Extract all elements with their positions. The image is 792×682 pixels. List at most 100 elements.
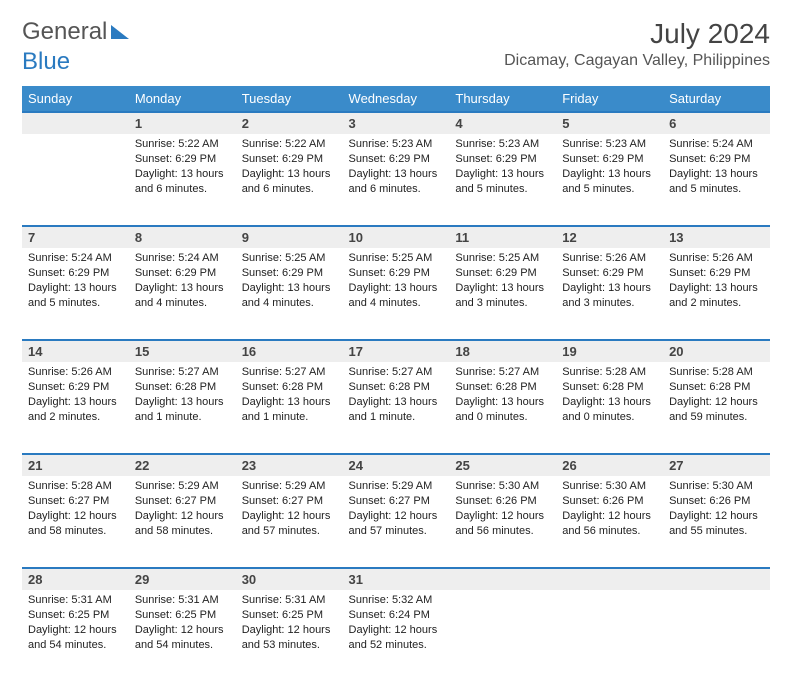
day-number: 16 <box>236 340 343 362</box>
sunset-text: Sunset: 6:26 PM <box>669 494 764 509</box>
day-number: 20 <box>663 340 770 362</box>
sunrise-text: Sunrise: 5:26 AM <box>669 251 764 266</box>
sunset-text: Sunset: 6:28 PM <box>562 380 657 395</box>
daylight-text: Daylight: 13 hours and 1 minute. <box>135 395 230 425</box>
sunset-text: Sunset: 6:25 PM <box>242 608 337 623</box>
day-header: Wednesday <box>343 86 450 112</box>
day-number <box>449 568 556 590</box>
daylight-text: Daylight: 12 hours and 56 minutes. <box>562 509 657 539</box>
day-cell: Sunrise: 5:25 AMSunset: 6:29 PMDaylight:… <box>449 248 556 340</box>
day-number: 9 <box>236 226 343 248</box>
daylight-text: Daylight: 13 hours and 5 minutes. <box>669 167 764 197</box>
sunrise-text: Sunrise: 5:26 AM <box>562 251 657 266</box>
day-cell: Sunrise: 5:22 AMSunset: 6:29 PMDaylight:… <box>236 134 343 226</box>
day-cell: Sunrise: 5:26 AMSunset: 6:29 PMDaylight:… <box>556 248 663 340</box>
daylight-text: Daylight: 13 hours and 0 minutes. <box>562 395 657 425</box>
sunset-text: Sunset: 6:29 PM <box>455 266 550 281</box>
day-cell: Sunrise: 5:25 AMSunset: 6:29 PMDaylight:… <box>343 248 450 340</box>
day-cell: Sunrise: 5:27 AMSunset: 6:28 PMDaylight:… <box>236 362 343 454</box>
day-cell: Sunrise: 5:28 AMSunset: 6:28 PMDaylight:… <box>663 362 770 454</box>
sunset-text: Sunset: 6:29 PM <box>28 266 123 281</box>
day-number: 29 <box>129 568 236 590</box>
sunset-text: Sunset: 6:27 PM <box>135 494 230 509</box>
day-number <box>556 568 663 590</box>
sunrise-text: Sunrise: 5:23 AM <box>349 137 444 152</box>
day-number: 28 <box>22 568 129 590</box>
sunrise-text: Sunrise: 5:31 AM <box>242 593 337 608</box>
day-number: 24 <box>343 454 450 476</box>
sunrise-text: Sunrise: 5:32 AM <box>349 593 444 608</box>
day-cell: Sunrise: 5:24 AMSunset: 6:29 PMDaylight:… <box>129 248 236 340</box>
day-number: 10 <box>343 226 450 248</box>
sunrise-text: Sunrise: 5:29 AM <box>349 479 444 494</box>
daylight-text: Daylight: 13 hours and 2 minutes. <box>28 395 123 425</box>
day-cell: Sunrise: 5:23 AMSunset: 6:29 PMDaylight:… <box>343 134 450 226</box>
content-row: Sunrise: 5:28 AM Sunset: 6:27 PM Daylight:… <box>22 476 770 568</box>
daylight-text: Daylight: 12 hours and 55 minutes. <box>669 509 764 539</box>
sunrise-text: Sunrise: 5:27 AM <box>455 365 550 380</box>
sunset-text: Sunset: 6:29 PM <box>242 152 337 167</box>
sunset-text: Sunset: 6:29 PM <box>562 152 657 167</box>
day-cell: Sunrise: 5:27 AMSunset: 6:28 PMDaylight:… <box>129 362 236 454</box>
day-cell: Sunrise: 5:31 AMSunset: 6:25 PMDaylight:… <box>22 590 129 682</box>
sunset-text: Sunset: 6:29 PM <box>349 266 444 281</box>
sunrise-text: Sunrise: 5:23 AM <box>455 137 550 152</box>
day-number: 23 <box>236 454 343 476</box>
day-number: 6 <box>663 112 770 134</box>
sunrise-text: Sunrise: 5:25 AM <box>349 251 444 266</box>
day-number: 3 <box>343 112 450 134</box>
content-row: Sunrise: 5:26 AMSunset: 6:29 PMDaylight:… <box>22 362 770 454</box>
day-cell: Sunrise: 5:28 AMSunset: 6:28 PMDaylight:… <box>556 362 663 454</box>
day-header: Saturday <box>663 86 770 112</box>
day-number: 15 <box>129 340 236 362</box>
daynum-row: 78910111213 <box>22 226 770 248</box>
day-cell <box>663 590 770 682</box>
daylight-text: Daylight: 13 hours and 3 minutes. <box>562 281 657 311</box>
calendar-table: Sunday Monday Tuesday Wednesday Thursday… <box>22 86 770 682</box>
sunset-text: Sunset: 6:29 PM <box>669 152 764 167</box>
sunset-text: Sunset: 6:25 PM <box>28 608 123 623</box>
day-number: 31 <box>343 568 450 590</box>
sunrise-text: Sunrise: 5:26 AM <box>28 365 123 380</box>
sunrise-text: Sunrise: 5:31 AM <box>28 593 123 608</box>
day-cell: Sunrise: 5:27 AMSunset: 6:28 PMDaylight:… <box>343 362 450 454</box>
daylight-text: Daylight: 13 hours and 4 minutes. <box>242 281 337 311</box>
day-number: 17 <box>343 340 450 362</box>
sunset-text: Sunset: 6:29 PM <box>455 152 550 167</box>
sunset-text: Sunset: 6:29 PM <box>135 266 230 281</box>
daynum-row: 28293031 <box>22 568 770 590</box>
sunset-text: Sunset: 6:28 PM <box>135 380 230 395</box>
sunset-text: Sunset: 6:29 PM <box>242 266 337 281</box>
day-header: Sunday <box>22 86 129 112</box>
day-cell: Sunrise: 5:31 AMSunset: 6:25 PMDaylight:… <box>129 590 236 682</box>
day-cell: Sunrise: 5:26 AMSunset: 6:29 PMDaylight:… <box>22 362 129 454</box>
daylight-text: Daylight: 13 hours and 6 minutes. <box>135 167 230 197</box>
daylight-text: Daylight: 13 hours and 5 minutes. <box>28 281 123 311</box>
day-cell: Sunrise: 5:26 AMSunset: 6:29 PMDaylight:… <box>663 248 770 340</box>
content-row: Sunrise: 5:31 AMSunset: 6:25 PMDaylight:… <box>22 590 770 682</box>
daylight-text: Daylight: 13 hours and 1 minute. <box>242 395 337 425</box>
day-number: 2 <box>236 112 343 134</box>
day-cell: Sunrise: 5:24 AMSunset: 6:29 PMDaylight:… <box>663 134 770 226</box>
day-cell <box>22 134 129 226</box>
day-cell <box>556 590 663 682</box>
day-cell: Sunrise: 5:30 AMSunset: 6:26 PMDaylight:… <box>556 476 663 568</box>
day-header: Monday <box>129 86 236 112</box>
sunrise-text: Sunrise: 5:25 AM <box>242 251 337 266</box>
day-number: 27 <box>663 454 770 476</box>
day-cell: Sunrise: 5:31 AMSunset: 6:25 PMDaylight:… <box>236 590 343 682</box>
logo-triangle-icon <box>111 25 129 39</box>
day-cell: Sunrise: 5:24 AMSunset: 6:29 PMDaylight:… <box>22 248 129 340</box>
day-cell: Sunrise: 5:30 AMSunset: 6:26 PMDaylight:… <box>663 476 770 568</box>
day-number: 18 <box>449 340 556 362</box>
day-header-row: Sunday Monday Tuesday Wednesday Thursday… <box>22 86 770 112</box>
day-number <box>663 568 770 590</box>
day-number: 26 <box>556 454 663 476</box>
day-number: 1 <box>129 112 236 134</box>
sunrise-text: Sunrise: 5:28 AM <box>28 479 123 494</box>
sunset-text: Sunset: 6:27 PM <box>242 494 337 509</box>
sunrise-text: Sunrise: 5:22 AM <box>242 137 337 152</box>
sunrise-text: Sunrise: 5:24 AM <box>669 137 764 152</box>
sunrise-text: Sunrise: 5:24 AM <box>28 251 123 266</box>
day-number: 30 <box>236 568 343 590</box>
